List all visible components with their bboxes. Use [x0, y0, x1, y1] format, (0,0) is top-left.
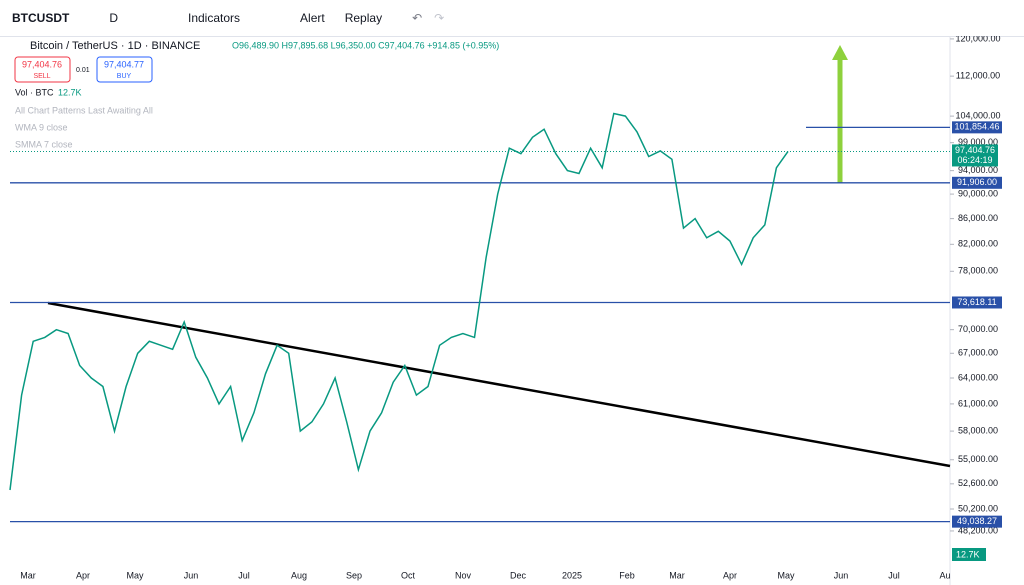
y-tick-label: 99,000.00: [958, 137, 998, 147]
x-tick-label: Dec: [510, 570, 527, 580]
x-tick-label: Jul: [238, 570, 250, 580]
x-tick-label: Mar: [669, 570, 685, 580]
symbol[interactable]: BTCUSDT: [12, 11, 70, 25]
y-tick-label: 86,000.00: [958, 213, 998, 223]
sell-button[interactable]: [14, 56, 71, 83]
current-price: 97,404.76: [955, 145, 995, 155]
arrow-head: [832, 45, 848, 60]
price-badge: [952, 515, 1002, 528]
countdown: 06:24:19: [957, 155, 992, 165]
x-tick-label: Oct: [401, 570, 416, 580]
x-tick-label: Au: [939, 570, 950, 580]
toolbar: BTCUSDT D Indicators Alert Replay ↶ ↷: [0, 0, 1024, 37]
y-tick-label: 90,000.00: [958, 188, 998, 198]
y-tick-label: 104,000.00: [955, 110, 1000, 120]
x-tick-label: Apr: [76, 570, 90, 580]
y-tick-label: 52,600.00: [958, 478, 998, 488]
y-tick-label: 78,000.00: [958, 266, 998, 276]
sell-price: 97,404.76: [22, 59, 62, 69]
trend-line: [47, 301, 951, 468]
buy-label: BUY: [117, 73, 132, 80]
x-tick-label: Jul: [888, 570, 900, 580]
x-tick-label: Sep: [346, 570, 362, 580]
x-tick-label: Feb: [619, 570, 635, 580]
vol-badge: [952, 548, 986, 561]
y-tick-label: 70,000.00: [958, 324, 998, 334]
volume-value: 12.7K: [58, 87, 82, 97]
x-tick-label: Jun: [834, 570, 849, 580]
price-badge-text: 101,854.46: [954, 122, 999, 132]
vol-badge-text: 12.7K: [956, 549, 980, 559]
price-badge: [952, 296, 1002, 309]
y-tick-label: 94,000.00: [958, 165, 998, 175]
y-tick-label: 48,200.00: [958, 525, 998, 535]
replay[interactable]: Replay: [344, 11, 383, 25]
y-tick-label: 112,000.00: [956, 71, 1000, 81]
buy-price: 97,404.77: [104, 59, 144, 69]
price-badge-text: 91,906.00: [957, 177, 997, 187]
sell-label: SELL: [33, 73, 50, 80]
legend-ohlc: O96,489.90 H97,895.68 L96,350.00 C97,404…: [232, 40, 499, 50]
y-tick-label: 55,000.00: [958, 454, 998, 464]
x-tick-label: Mar: [20, 570, 36, 580]
y-tick-label: 120,000.00: [955, 36, 1000, 43]
price-badge: [952, 176, 1002, 189]
legend-title: Bitcoin / TetherUS · 1D · BINANCE: [30, 40, 200, 52]
buy-button[interactable]: [96, 56, 153, 83]
y-tick-label: 82,000.00: [958, 239, 998, 249]
indicator[interactable]: SMMA 7 close: [15, 139, 73, 149]
x-tick-label: Apr: [723, 570, 737, 580]
y-tick-label: 64,000.00: [958, 372, 998, 382]
indicator[interactable]: All Chart Patterns Last Awaiting All: [15, 105, 153, 115]
redo[interactable]: ↷: [434, 11, 445, 25]
chart: Bitcoin / TetherUS · 1D · BINANCE O96,48…: [9, 36, 1002, 585]
price-badge-text: 73,618.11: [957, 297, 996, 307]
volume-label: Vol · BTC: [15, 87, 54, 97]
indicators[interactable]: Indicators: [188, 11, 241, 25]
undo[interactable]: ↶: [412, 11, 423, 25]
x-tick-label: 2025: [562, 570, 582, 580]
x-tick-label: May: [126, 570, 144, 580]
indicator[interactable]: WMA 9 close: [15, 122, 68, 132]
x-tick-label: Aug: [291, 570, 307, 580]
y-tick-label: 61,000.00: [958, 398, 998, 408]
y-tick-label: 67,000.00: [958, 348, 998, 358]
current-badge: [952, 144, 998, 167]
x-tick-label: May: [777, 570, 795, 580]
alert[interactable]: Alert: [300, 11, 325, 25]
price-line-series: [9, 112, 789, 491]
y-tick-label: 50,200.00: [958, 503, 998, 513]
price-badge-text: 49,038.27: [957, 516, 997, 526]
x-tick-label: Jun: [184, 570, 199, 580]
y-tick-label: 58,000.00: [958, 425, 998, 435]
price-badge: [952, 121, 1002, 134]
interval[interactable]: D: [109, 11, 118, 25]
spread: 0.01: [76, 67, 90, 74]
x-tick-label: Nov: [455, 570, 472, 580]
